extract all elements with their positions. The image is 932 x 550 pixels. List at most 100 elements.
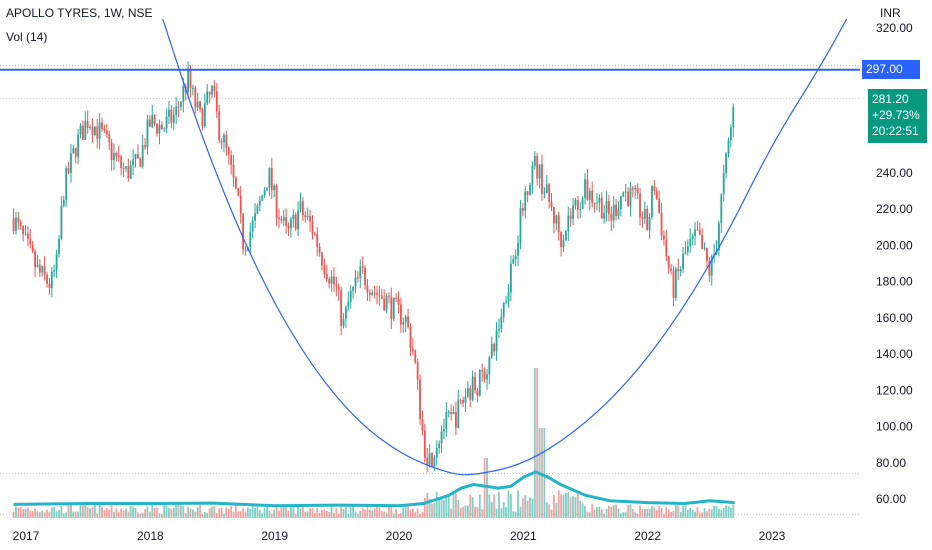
volume-bar <box>180 505 182 518</box>
candle-body <box>120 156 123 169</box>
volume-bar <box>282 505 285 518</box>
candle-body <box>443 429 445 432</box>
volume-bar <box>203 511 206 518</box>
volume-bar <box>244 511 247 518</box>
candle-body <box>285 217 288 226</box>
candle-body <box>239 195 242 214</box>
volume-bar <box>84 504 87 518</box>
volume-bar <box>548 504 551 518</box>
candle-body <box>325 273 328 279</box>
volume-bar <box>139 513 142 518</box>
volume-bar <box>526 500 529 518</box>
cup-curve[interactable] <box>162 18 848 476</box>
volume-bar <box>172 507 175 518</box>
volume-bar <box>718 508 720 518</box>
candle-body <box>476 390 479 396</box>
volume-bar <box>502 502 505 518</box>
cup-curve-path[interactable] <box>162 18 848 476</box>
candle-body <box>270 167 273 191</box>
volume-bar <box>194 511 197 518</box>
x-tick-label: 2017 <box>13 529 40 543</box>
candle-body <box>72 147 75 154</box>
resistance-price-badge[interactable]: 297.00 <box>862 60 920 79</box>
volume-bar <box>86 507 89 518</box>
volume-bar <box>612 505 615 518</box>
candle-body <box>526 191 529 196</box>
volume-bar <box>665 506 668 518</box>
volume-bar <box>120 508 123 518</box>
volume-bar <box>524 495 527 518</box>
candle-body <box>596 202 598 204</box>
candle-body <box>684 252 687 254</box>
last-price: 281.20 <box>872 92 909 106</box>
candle-body <box>218 111 221 141</box>
volume-bar <box>443 500 445 518</box>
volume-bar <box>452 491 455 518</box>
last-price-badge[interactable]: 281.20 +29.73% 20:22:51 <box>868 89 927 143</box>
candle-body <box>407 316 409 327</box>
volume-bar <box>629 504 632 518</box>
volume-bar <box>572 496 574 518</box>
candle-body <box>421 419 424 431</box>
volume-bar <box>239 511 242 518</box>
volume-bar <box>347 513 350 518</box>
volume-bar <box>469 494 472 518</box>
candle-body <box>612 204 615 221</box>
candle-body <box>557 215 560 233</box>
candle-body <box>641 217 644 220</box>
candle-body <box>225 135 228 148</box>
volume-bar <box>438 499 441 518</box>
volume-bar <box>199 504 201 518</box>
candle-body <box>168 109 170 117</box>
volume-bar <box>278 510 280 518</box>
candle-body <box>366 285 369 293</box>
candle-body <box>316 233 319 247</box>
candle-body <box>244 249 247 251</box>
y-tick-label: 220.00 <box>876 202 913 216</box>
candle-body <box>455 411 457 428</box>
volume-bar <box>581 503 584 518</box>
candle-body <box>340 290 343 326</box>
candle-body <box>170 109 173 123</box>
candle-body <box>450 412 453 414</box>
candle-body <box>282 217 285 221</box>
volume-bar <box>318 512 321 518</box>
volume-bar <box>488 494 491 518</box>
volume-bar <box>691 510 694 518</box>
candle-body <box>471 376 474 400</box>
volume-indicator-label[interactable]: Vol (14) <box>6 30 48 44</box>
candle-body <box>24 233 27 235</box>
volume-bar <box>206 512 209 518</box>
candle-body <box>665 239 668 257</box>
volume-bar <box>689 508 692 518</box>
volume-bar <box>235 504 237 518</box>
volume-bar <box>74 511 77 518</box>
candle-body <box>646 208 649 231</box>
candle-body <box>261 195 264 201</box>
symbol-title[interactable]: APOLLO TYRES, 1W, NSE <box>6 6 153 20</box>
volume-bar <box>610 506 613 518</box>
volume-bar <box>512 511 515 518</box>
candle-body <box>512 259 515 264</box>
candle-body <box>376 292 378 295</box>
candle-body <box>12 218 15 231</box>
volume-bar <box>411 508 414 518</box>
volume-bar <box>294 513 297 518</box>
volume-bar <box>29 510 32 518</box>
candle-body <box>524 191 527 211</box>
volume-bar <box>471 497 474 518</box>
volume-bar <box>309 508 311 518</box>
volume-bar <box>359 510 362 518</box>
volume-bar <box>151 504 154 518</box>
volume-bar <box>495 508 498 518</box>
volume-bar <box>674 505 677 518</box>
candle-body <box>691 235 694 240</box>
candle-body <box>538 164 541 179</box>
candle-body <box>438 443 441 449</box>
candle-body <box>517 243 519 256</box>
candle-body <box>318 246 321 253</box>
candle-body <box>564 230 567 240</box>
candle-body <box>419 379 421 420</box>
candle-body <box>101 122 103 129</box>
